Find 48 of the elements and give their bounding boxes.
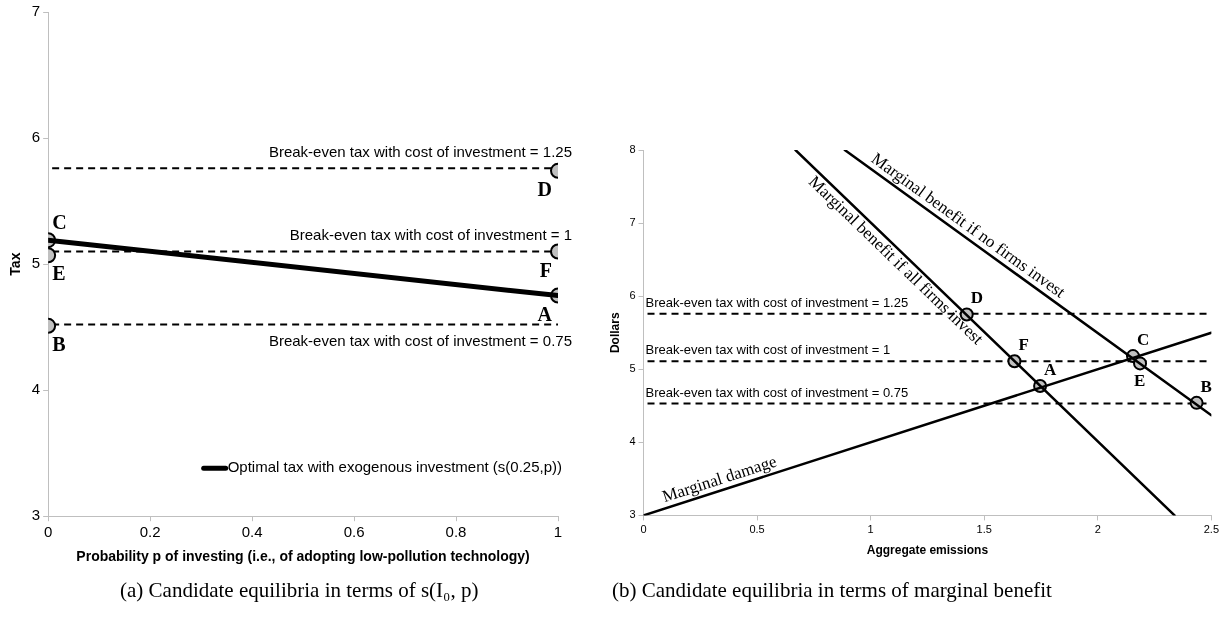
legend-label: Optimal tax with exogenous investment (s(0.25,p)) [227, 458, 563, 476]
annotation: Break-even tax with cost of investment = 0.75 [268, 332, 572, 350]
annotation: Break-even tax with cost of investment = 0.75 [645, 384, 909, 400]
y-tick-label: 4 [31, 380, 41, 398]
y-axis-title: Tax [7, 252, 24, 276]
annotation: B [1200, 376, 1212, 396]
text: (a) Candidate equilibria in terms of s(I₀, p) [120, 578, 479, 603]
y-tick-label: 5 [629, 362, 636, 375]
x-tick-label: 0.2 [139, 523, 161, 541]
x-tick-label: 2.5 [1203, 523, 1219, 536]
x-tick-label: 1 [867, 523, 874, 536]
annotation: E [52, 262, 66, 285]
y-tick-label: 7 [31, 2, 41, 20]
annotation: Break-even tax with cost of investment = 1 [289, 226, 572, 244]
annotation: F [1018, 335, 1029, 355]
annotation: Break-even tax with cost of investment = 1 [645, 342, 891, 358]
text: (b) Candidate equilibria in terms of marginal benefit [612, 578, 1052, 603]
annotation: C [1136, 329, 1150, 349]
x-tick-label: 1 [553, 523, 563, 541]
y-tick-label: 3 [629, 508, 636, 521]
annotation: D [537, 177, 552, 200]
annotation: Break-even tax with cost of investment = 1.25 [268, 142, 572, 160]
y-tick-label: 3 [31, 506, 41, 524]
annotation: B [52, 333, 66, 356]
y-tick-label: 7 [629, 216, 636, 229]
x-tick-label: 0 [43, 523, 53, 541]
annotation: A [537, 302, 553, 325]
x-tick-label: 0.5 [749, 523, 765, 536]
y-tick-label: 4 [629, 435, 636, 448]
annotation: C [52, 211, 67, 234]
x-axis-title: Aggregate emissions [866, 543, 989, 558]
y-tick-label: 6 [629, 289, 636, 302]
y-axis-title: Dollars [607, 312, 622, 354]
y-tick-label: 5 [31, 254, 41, 272]
annotation: Break-even tax with cost of investment = 1.25 [645, 294, 909, 310]
annotation: A [1044, 359, 1058, 379]
annotation: E [1134, 371, 1146, 391]
x-tick-label: 1.5 [976, 523, 992, 536]
x-tick-label: 0.4 [241, 523, 263, 541]
y-tick-label: 6 [31, 128, 41, 146]
annotation: F [539, 258, 552, 281]
x-tick-label: 0.6 [343, 523, 365, 541]
y-tick-label: 8 [629, 143, 636, 156]
x-tick-label: 0 [640, 523, 647, 536]
annotation: D [970, 288, 984, 308]
x-tick-label: 2 [1094, 523, 1101, 536]
x-tick-label: 0.8 [445, 523, 467, 541]
x-axis-title: Probability p of investing (i.e., of adopting low-pollution technology) [76, 548, 530, 565]
